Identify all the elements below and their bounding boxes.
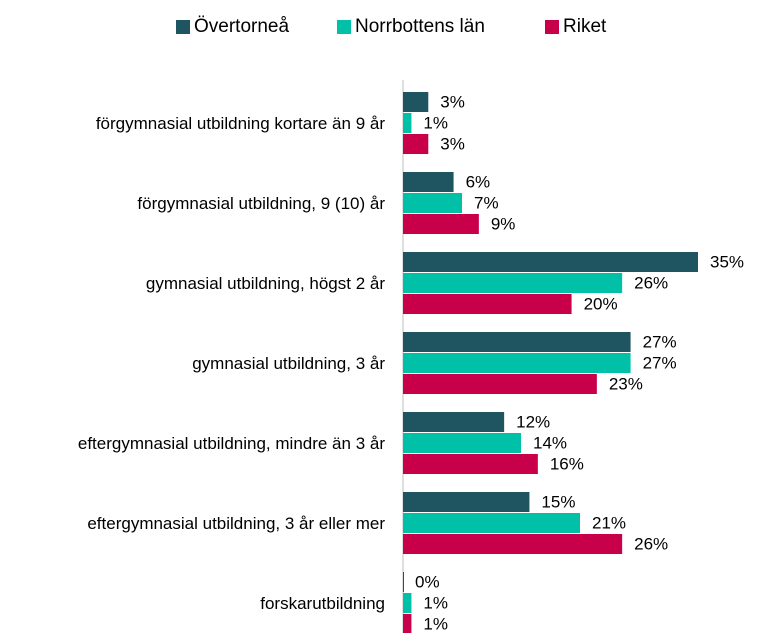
category-label-box: eftergymnasial utbildning, 3 år eller me… <box>87 491 385 555</box>
data-label: 20% <box>584 294 618 313</box>
bar <box>403 113 412 133</box>
data-label: 35% <box>710 252 744 271</box>
data-label: 6% <box>466 172 491 191</box>
category-label: forskarutbildning <box>260 593 385 613</box>
data-label: 1% <box>423 614 448 633</box>
data-label: 1% <box>423 593 448 612</box>
category-label-box: gymnasial utbildning, 3 år <box>192 331 385 395</box>
bar <box>403 294 572 314</box>
bar <box>403 513 580 533</box>
category-label-box: förgymnasial utbildning, 9 (10) år <box>137 171 385 235</box>
category-label: förgymnasial utbildning, 9 (10) år <box>137 193 385 213</box>
category-label: gymnasial utbildning, 3 år <box>192 353 385 373</box>
legend-swatch <box>545 20 559 34</box>
legend-swatch <box>176 20 190 34</box>
data-label: 16% <box>550 454 584 473</box>
category-label: gymnasial utbildning, högst 2 år <box>145 273 385 293</box>
bar <box>403 374 597 394</box>
data-label: 27% <box>643 353 677 372</box>
category-label: förgymnasial utbildning kortare än 9 år <box>95 113 385 133</box>
bar <box>403 193 462 213</box>
data-label: 0% <box>415 572 440 591</box>
data-label: 9% <box>491 214 516 233</box>
category-label-box: forskarutbildning <box>260 571 385 633</box>
data-label: 26% <box>634 534 668 553</box>
legend-label: Riket <box>563 16 607 37</box>
legend-item: Norrbottens län <box>337 15 485 39</box>
bar <box>403 214 479 234</box>
data-label: 3% <box>440 92 465 111</box>
bar <box>403 572 404 592</box>
legend-label: Övertorneå <box>194 16 290 37</box>
data-label: 12% <box>516 412 550 431</box>
legend-item: Riket <box>545 15 606 39</box>
data-label: 21% <box>592 513 626 532</box>
category-label-box: förgymnasial utbildning kortare än 9 år <box>96 91 385 155</box>
data-label: 1% <box>423 113 448 132</box>
category-label: eftergymnasial utbildning, 3 år eller me… <box>87 513 385 533</box>
data-label: 27% <box>643 332 677 351</box>
bar <box>403 172 454 192</box>
data-label: 7% <box>474 193 499 212</box>
bar <box>403 332 631 352</box>
category-label-box: gymnasial utbildning, högst 2 år <box>146 251 385 315</box>
bar <box>403 353 631 373</box>
category-label-box: eftergymnasial utbildning, mindre än 3 å… <box>78 411 385 475</box>
bar <box>403 273 623 293</box>
bar <box>403 492 530 512</box>
bar <box>403 433 521 453</box>
data-label: 23% <box>609 374 643 393</box>
data-label: 3% <box>440 134 465 153</box>
category-label: eftergymnasial utbildning, mindre än 3 å… <box>77 433 385 453</box>
bar <box>403 412 505 432</box>
legend-swatch <box>337 20 351 34</box>
bar <box>403 614 412 633</box>
data-label: 26% <box>634 273 668 292</box>
bar <box>403 534 623 554</box>
bar <box>403 134 429 154</box>
data-label: 15% <box>541 492 575 511</box>
bar <box>403 593 412 613</box>
bar <box>403 454 538 474</box>
data-label: 14% <box>533 433 567 452</box>
bar <box>403 252 698 272</box>
legend-label: Norrbottens län <box>355 16 485 37</box>
bar <box>403 92 429 112</box>
legend-item: Övertorneå <box>176 15 289 39</box>
